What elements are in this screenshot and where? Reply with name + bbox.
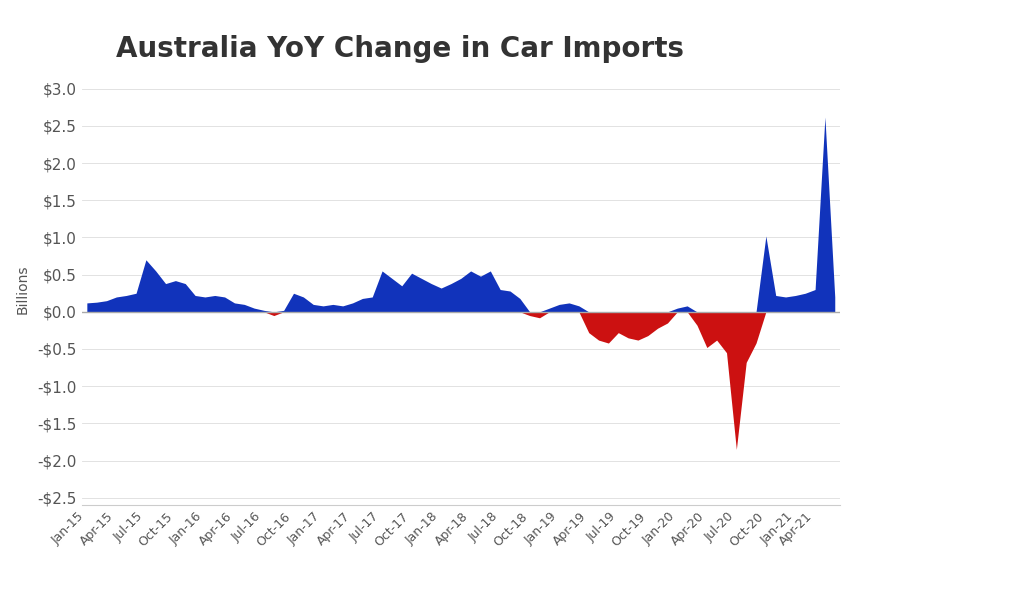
Y-axis label: Billions: Billions — [15, 265, 30, 314]
Title: Australia YoY Change in Car Imports: Australia YoY Change in Car Imports — [116, 35, 684, 63]
